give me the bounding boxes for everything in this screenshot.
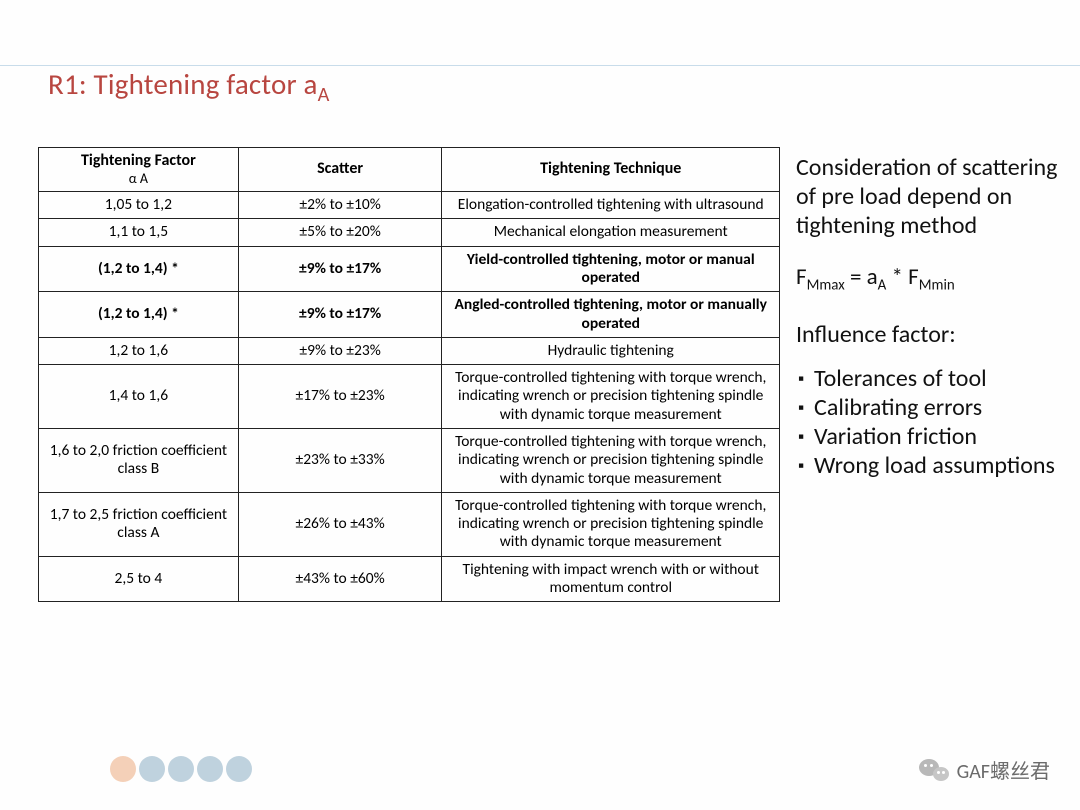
formula-eq: = a (845, 263, 878, 291)
cell-factor: (1,2 to 1,4) * (39, 246, 239, 292)
cell-scatter: ±23% to ±33% (238, 429, 442, 493)
wechat-icon (919, 757, 949, 783)
top-bar (0, 0, 1080, 66)
cell-scatter: ±5% to ±20% (238, 219, 442, 246)
influence-list: Tolerances of toolCalibrating errorsVari… (796, 364, 1060, 481)
cell-factor: 1,6 to 2,0 friction coefficient class B (39, 429, 239, 493)
cell-scatter: ±2% to ±10% (238, 192, 442, 219)
formula-star: * F (886, 263, 918, 291)
cell-technique: Torque-controlled tightening with torque… (442, 429, 780, 493)
list-item: Calibrating errors (798, 393, 1060, 422)
cell-technique: Torque-controlled tightening with torque… (442, 492, 780, 556)
list-item: Wrong load assumptions (798, 451, 1060, 480)
slide-title: R1: Tightening factor aA (48, 66, 1080, 107)
pagination-dot (139, 756, 165, 782)
table-row: 1,4 to 1,6±17% to ±23%Torque-controlled … (39, 365, 780, 429)
cell-factor: 1,4 to 1,6 (39, 365, 239, 429)
consideration-text: Consideration of scattering of pre load … (796, 153, 1060, 241)
table-row: 1,1 to 1,5±5% to ±20%Mechanical elongati… (39, 219, 780, 246)
title-text: R1: Tightening factor a (48, 66, 318, 102)
table-row: 2,5 to 4±43% to ±60%Tightening with impa… (39, 556, 780, 602)
side-notes: Consideration of scattering of pre load … (780, 147, 1060, 481)
cell-factor: 1,05 to 1,2 (39, 192, 239, 219)
list-item: Tolerances of tool (798, 364, 1060, 393)
cell-technique: Torque-controlled tightening with torque… (442, 365, 780, 429)
cell-technique: Angled-controlled tightening, motor or m… (442, 292, 780, 338)
cell-factor: 1,7 to 2,5 friction coefficient class A (39, 492, 239, 556)
table-header-row: Tightening Factor α A Scatter Tightening… (39, 147, 780, 191)
cell-scatter: ±9% to ±17% (238, 246, 442, 292)
content-area: Tightening Factor α A Scatter Tightening… (0, 125, 1080, 602)
cell-scatter: ±9% to ±23% (238, 337, 442, 364)
cell-factor: 2,5 to 4 (39, 556, 239, 602)
pagination-dot (197, 756, 223, 782)
cell-technique: Hydraulic tightening (442, 337, 780, 364)
cell-scatter: ±9% to ±17% (238, 292, 442, 338)
header-scatter: Scatter (238, 147, 442, 191)
cell-scatter: ±17% to ±23% (238, 365, 442, 429)
tightening-factor-table: Tightening Factor α A Scatter Tightening… (38, 147, 780, 602)
cell-factor: 1,1 to 1,5 (39, 219, 239, 246)
title-subscript: A (318, 83, 330, 107)
cell-technique: Elongation-controlled tightening with ul… (442, 192, 780, 219)
cell-factor: (1,2 to 1,4) * (39, 292, 239, 338)
cell-technique: Yield-controlled tightening, motor or ma… (442, 246, 780, 292)
pagination-dot (168, 756, 194, 782)
formula-lhs: F (796, 263, 807, 291)
cell-technique: Tightening with impact wrench with or wi… (442, 556, 780, 602)
formula-a-sub: A (878, 276, 887, 294)
formula-rhs-sub: Mmin (919, 276, 955, 294)
header-factor: Tightening Factor α A (39, 147, 239, 191)
table-row: (1,2 to 1,4) *±9% to ±17%Angled-controll… (39, 292, 780, 338)
cell-technique: Mechanical elongation measurement (442, 219, 780, 246)
table-row: 1,7 to 2,5 friction coefficient class A±… (39, 492, 780, 556)
header-technique: Tightening Technique (442, 147, 780, 191)
cell-scatter: ±43% to ±60% (238, 556, 442, 602)
table-row: 1,05 to 1,2±2% to ±10%Elongation-control… (39, 192, 780, 219)
formula: FMmax = aA * FMmin (796, 263, 1060, 295)
cell-factor: 1,2 to 1,6 (39, 337, 239, 364)
header-factor-sub: α A (45, 171, 232, 188)
pagination-dots (110, 756, 252, 782)
table-row: (1,2 to 1,4) *±9% to ±17%Yield-controlle… (39, 246, 780, 292)
watermark-text: GAF螺丝君 (957, 755, 1050, 784)
pagination-dot (226, 756, 252, 782)
formula-lhs-sub: Mmax (807, 276, 845, 294)
table-row: 1,2 to 1,6±9% to ±23%Hydraulic tightenin… (39, 337, 780, 364)
table-row: 1,6 to 2,0 friction coefficient class B±… (39, 429, 780, 493)
pagination-dot (110, 756, 136, 782)
header-factor-label: Tightening Factor (45, 152, 232, 171)
list-item: Variation friction (798, 422, 1060, 451)
influence-title: Influence factor: (796, 320, 1060, 349)
watermark: GAF螺丝君 (919, 755, 1050, 784)
cell-scatter: ±26% to ±43% (238, 492, 442, 556)
